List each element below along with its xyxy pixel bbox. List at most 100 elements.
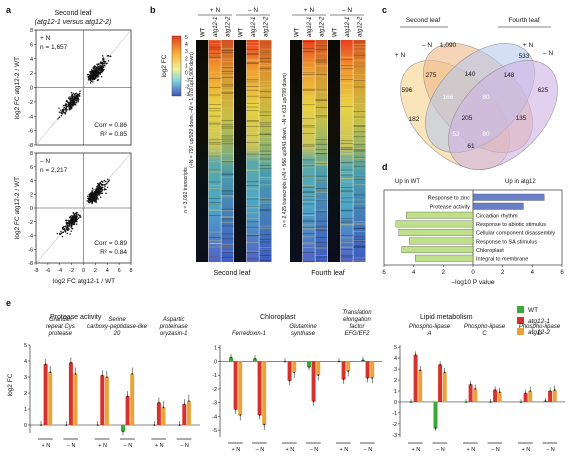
heatmap-stripe: [353, 241, 366, 243]
bar-gene-name-line: Granulin: [49, 317, 72, 323]
bar-gene-name-line: Serine: [108, 317, 126, 323]
heatmap-stripe: [353, 199, 366, 201]
heatmap-stripe: [208, 53, 221, 54]
go-term-label: Integral to membrane: [476, 257, 528, 263]
bar-gene-name-line: synthase: [291, 331, 316, 337]
bar-point: [74, 373, 77, 375]
heatmap-stripe: [246, 250, 259, 252]
heatmap-stripe: [208, 243, 221, 244]
scatter-point: [68, 106, 70, 109]
heatmap-stripe: [353, 236, 366, 238]
heatmap-stripe: [208, 150, 221, 152]
heatmap-stripe: [208, 198, 221, 199]
heatmap-stripe: [353, 131, 366, 133]
go-term-label: Response to SA stimulus: [476, 239, 537, 245]
scatter-ytick-label: -8: [28, 143, 33, 149]
heatmap-stripe: [302, 176, 315, 178]
scatter-point: [94, 193, 97, 196]
heatmap-stripe: [302, 104, 315, 106]
heatmap-stripe: [340, 173, 353, 174]
heatmap-stripe: [315, 190, 328, 191]
heatmap-stripe: [353, 227, 366, 229]
heatmap-stripe: [221, 208, 234, 210]
scatter-point: [92, 76, 95, 79]
heatmap-stripe: [221, 190, 234, 192]
heatmap-stripe: [353, 80, 366, 81]
go-xlabel: –log10 P value: [452, 279, 495, 286]
bar: [438, 364, 443, 402]
scatter-point: [103, 188, 106, 191]
bar-gene-name-line: Phospho-lipase: [519, 324, 561, 330]
heatmap-stripe: [315, 139, 328, 141]
bar-cond-label: + N: [340, 447, 349, 453]
panel-a-letter: a: [6, 5, 12, 15]
heatmap-stripe: [259, 255, 272, 256]
scatter-ytick-label: 8: [30, 151, 33, 157]
heatmap-stripe: [340, 125, 353, 127]
scatter-point: [99, 73, 101, 75]
bar-point: [549, 390, 551, 392]
scatter-point: [66, 232, 69, 235]
heatmap-stripe: [353, 142, 366, 143]
heatmap-stripe: [259, 227, 272, 229]
heatmap-stripe: [246, 120, 259, 122]
scatter-xtick-label: 6: [118, 268, 121, 274]
scatter-point: [60, 114, 63, 117]
heatmap-stripe: [353, 247, 366, 248]
heatmap-stripe: [340, 75, 353, 77]
venn-count: 148: [504, 72, 515, 79]
heatmap-stripe: [208, 111, 221, 112]
scatter-point: [96, 194, 99, 197]
heatmap-stripe: [221, 174, 234, 176]
scatter-point: [63, 228, 65, 230]
heatmap-stripe: [353, 203, 366, 205]
heatmap-stripe: [221, 50, 234, 52]
heatmap-stripe: [221, 58, 234, 60]
bar-ytick-label: -3: [392, 433, 397, 439]
bar: [523, 393, 528, 402]
scatter-point: [106, 62, 108, 64]
heatmap-stripe: [315, 246, 328, 248]
heatmap-stripe: [340, 218, 353, 219]
heatmap-stripe: [246, 134, 259, 136]
bar-point: [371, 377, 374, 379]
heatmap-stripe: [315, 144, 328, 145]
scatter-point: [89, 195, 91, 197]
scatter-point: [69, 216, 71, 219]
scatter-point: [92, 194, 94, 197]
heatmap-stripe: [315, 246, 328, 248]
heatmap-stripe: [221, 89, 234, 91]
heatmap-stripe: [315, 162, 328, 164]
heatmap-stripe: [208, 113, 221, 115]
bar-section-title: Protease activity: [50, 314, 102, 321]
scatter-point: [104, 184, 106, 186]
heatmap-stripe: [246, 86, 259, 87]
scatter-point: [70, 230, 72, 232]
heatmap-stripe: [259, 97, 272, 98]
heatmap-stripe: [302, 70, 315, 72]
heatmap-stripe: [302, 261, 315, 262]
bar-point: [131, 373, 133, 375]
heatmap-stripe: [353, 86, 366, 88]
bar-gene-name: Ferredoxin-1: [232, 331, 266, 337]
heatmap-column-label: atg12-1: [251, 17, 257, 37]
scatter-point: [61, 235, 64, 238]
scatter-point: [96, 196, 99, 199]
scatter-xtick-label: 4: [106, 268, 109, 274]
heatmap-stripe: [208, 161, 221, 163]
scatter-point: [100, 63, 102, 65]
bar-point: [520, 401, 522, 403]
heatmap-stripe: [353, 96, 366, 98]
bar-ytick-label: -1: [212, 373, 217, 379]
heatmap-stripe: [315, 61, 328, 63]
scatter-point: [105, 192, 107, 195]
heatmap-stripe: [208, 209, 221, 211]
bar-cond-label: – N: [364, 447, 373, 453]
heatmap-stripe: [259, 176, 272, 178]
heatmap-column-label: atg12-2: [320, 16, 326, 37]
heatmap-stripe: [315, 191, 328, 193]
heatmap-stripe: [208, 108, 221, 109]
heatmap-stripe: [340, 237, 353, 239]
scatter-xlabel: log2 FC atg12-1 / WT: [53, 278, 115, 285]
scatter-point: [101, 188, 104, 191]
